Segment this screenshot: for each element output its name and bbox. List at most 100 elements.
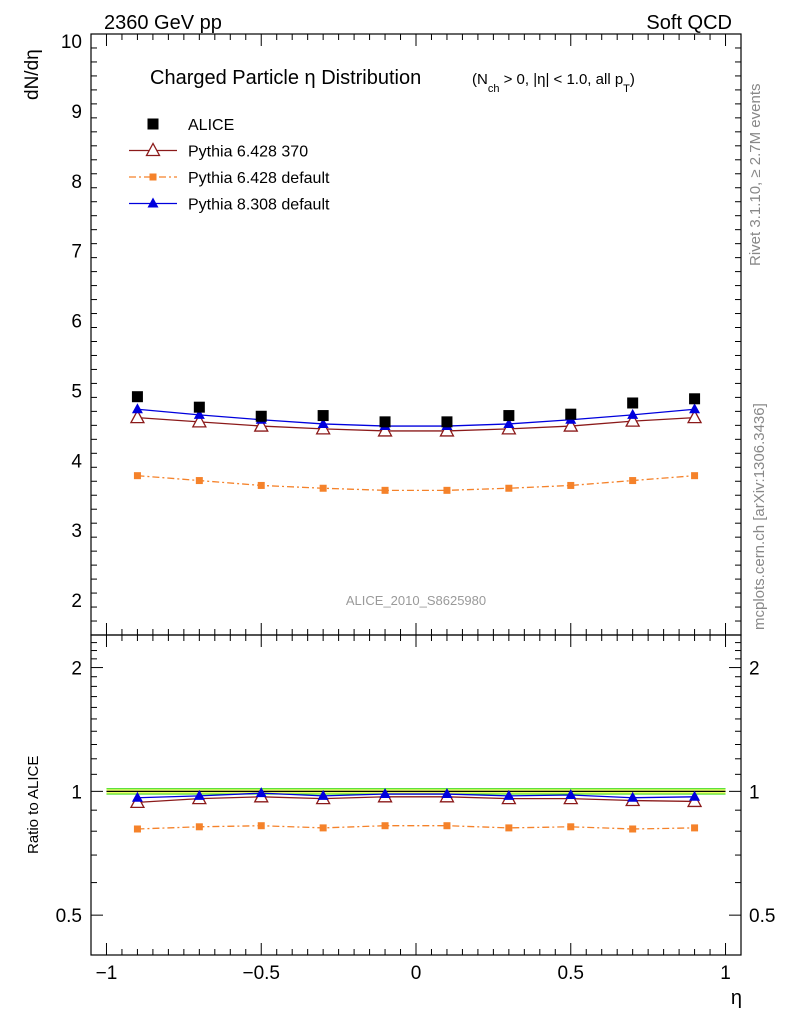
data-point-pythia-6-428-370 bbox=[129, 409, 146, 424]
data-point-pythia-8-308-default bbox=[131, 403, 143, 414]
data-point-pythia-6-428-370 bbox=[563, 417, 579, 432]
ratio-point-pythia-8-308-default bbox=[131, 791, 143, 802]
chart-title-cuts: (Nch > 0, |η| < 1.0, all pT) bbox=[472, 71, 635, 95]
ratio-point-pythia-8-308-default bbox=[441, 788, 453, 799]
series-line-pythia-6-428-370 bbox=[137, 417, 695, 432]
ratio-y-tick-label-right: 2 bbox=[749, 659, 760, 680]
data-point-alice bbox=[317, 410, 329, 422]
x-axis-title: η bbox=[731, 987, 742, 1009]
rivet-version-label: Rivet 3.1.10, ≥ 2.7M events bbox=[747, 84, 764, 267]
ratio-y-tick-label: 2 bbox=[71, 659, 82, 680]
series-line-pythia-8-308-default bbox=[137, 408, 695, 427]
y-tick-label: 4 bbox=[71, 451, 82, 472]
ratio-y-axis-title: Ratio to ALICE bbox=[25, 756, 42, 854]
ratio-point-pythia-8-308-default bbox=[193, 789, 205, 800]
data-point-alice bbox=[689, 393, 701, 405]
data-point-pythia-6-428-default bbox=[443, 486, 451, 494]
y-tick-label: 6 bbox=[71, 312, 82, 333]
y-tick-label: 10 bbox=[61, 32, 82, 53]
ratio-point-pythia-8-308-default bbox=[689, 790, 701, 801]
data-point-alice bbox=[255, 410, 267, 422]
data-point-pythia-8-308-default bbox=[627, 408, 639, 419]
legend-marker-alice bbox=[147, 118, 159, 130]
chart-title: Charged Particle η Distribution bbox=[150, 67, 421, 89]
ratio-point-pythia-6-428-default bbox=[443, 822, 451, 830]
ratio-point-pythia-6-428-default bbox=[133, 825, 141, 833]
title-cut-prefix: (N bbox=[472, 71, 488, 88]
ratio-point-pythia-6-428-default bbox=[505, 824, 513, 832]
data-point-alice bbox=[193, 401, 205, 413]
legend-label-pythia-8-308-default: Pythia 8.308 default bbox=[188, 197, 330, 214]
data-point-alice bbox=[379, 416, 391, 428]
data-point-pythia-8-308-default bbox=[689, 403, 701, 414]
data-point-pythia-6-428-default bbox=[505, 484, 513, 492]
legend-label-alice: ALICE bbox=[188, 117, 234, 134]
title-cut-sub2: T bbox=[623, 83, 630, 95]
ratio-panel: −1 −0.5 0 0.5 1 0.5 0.5 1 1 2 2 bbox=[56, 634, 775, 984]
ratio-point-pythia-6-428-default bbox=[195, 823, 203, 831]
data-point-pythia-6-428-default bbox=[133, 472, 141, 480]
data-point-pythia-6-428-default bbox=[629, 477, 637, 485]
x-tick-label: −1 bbox=[96, 963, 118, 984]
data-point-pythia-6-428-default bbox=[257, 481, 265, 489]
data-point-alice bbox=[627, 397, 639, 409]
ratio-point-pythia-8-308-default bbox=[255, 787, 267, 798]
data-point-pythia-6-428-default bbox=[381, 486, 389, 494]
y-tick-label: 2 bbox=[71, 591, 82, 612]
ratio-point-pythia-6-428-default bbox=[629, 825, 637, 833]
data-point-pythia-8-308-default bbox=[317, 417, 329, 428]
data-point-pythia-6-428-default bbox=[195, 477, 203, 485]
data-point-pythia-6-428-370 bbox=[191, 413, 207, 428]
ratio-y-tick-label: 1 bbox=[71, 782, 82, 803]
x-tick-label: −0.5 bbox=[242, 963, 280, 984]
main-panel: 2 3 4 5 6 7 8 9 10 bbox=[61, 32, 742, 636]
series-line-pythia-6-428-default bbox=[137, 475, 695, 491]
ratio-point-pythia-8-308-default bbox=[627, 791, 639, 802]
y-tick-label: 3 bbox=[71, 521, 82, 542]
data-point-pythia-6-428-default bbox=[567, 481, 575, 489]
data-point-alice bbox=[503, 410, 515, 422]
header-energy-label: 2360 GeV pp bbox=[104, 12, 222, 34]
legend-label-pythia-6-428-default: Pythia 6.428 default bbox=[188, 170, 330, 187]
y-axis-title: dN/dη bbox=[22, 49, 43, 100]
ratio-point-pythia-6-428-default bbox=[257, 822, 265, 830]
data-point-alice bbox=[131, 391, 143, 403]
data-point-pythia-8-308-default bbox=[503, 417, 515, 428]
data-point-pythia-6-428-370 bbox=[253, 417, 269, 432]
ratio-y-tick-label-right: 0.5 bbox=[749, 906, 775, 927]
title-cut-suffix: ) bbox=[630, 71, 635, 88]
x-tick-label: 0.5 bbox=[558, 963, 584, 984]
y-tick-label: 7 bbox=[71, 242, 82, 263]
ratio-point-pythia-6-428-default bbox=[691, 824, 699, 832]
data-point-pythia-6-428-370 bbox=[625, 412, 641, 427]
data-point-pythia-6-428-default bbox=[691, 472, 699, 480]
ratio-line-pythia-8-308-default bbox=[137, 792, 695, 799]
ratio-point-pythia-8-308-default bbox=[565, 788, 577, 799]
ratio-point-pythia-6-428-default bbox=[381, 822, 389, 830]
ratio-plot-frame bbox=[90, 634, 742, 956]
header-category-label: Soft QCD bbox=[646, 12, 732, 34]
data-point-alice bbox=[565, 408, 577, 420]
data-point-alice bbox=[441, 416, 453, 428]
y-tick-label: 8 bbox=[71, 172, 82, 193]
data-point-pythia-6-428-370 bbox=[686, 409, 703, 424]
legend: ALICE Pythia 6.428 370 Pythia 6.428 defaul… bbox=[129, 117, 330, 214]
ratio-point-pythia-6-428-default bbox=[319, 824, 327, 832]
ratio-point-pythia-6-428-default bbox=[567, 823, 575, 831]
mcplots-label: mcplots.cern.ch [arXiv:1306.3436] bbox=[751, 403, 768, 630]
title-cut-sub: ch bbox=[488, 83, 500, 95]
ratio-point-pythia-8-308-default bbox=[317, 789, 329, 800]
ratio-line-pythia-6-428-370 bbox=[137, 796, 695, 804]
legend-label-pythia-6-428-370: Pythia 6.428 370 bbox=[188, 144, 308, 161]
title-cut-middle: > 0, |η| < 1.0, all p bbox=[499, 71, 623, 88]
x-tick-label: 0 bbox=[411, 963, 422, 984]
ratio-line-pythia-6-428-default bbox=[137, 825, 695, 830]
ratio-point-pythia-8-308-default bbox=[379, 788, 391, 799]
data-point-pythia-6-428-default bbox=[319, 484, 327, 492]
x-tick-label: 1 bbox=[720, 963, 731, 984]
legend-marker-pythia-8-308-default bbox=[147, 197, 159, 208]
ratio-y-tick-label: 0.5 bbox=[56, 906, 82, 927]
legend-marker-pythia-6-428-default bbox=[149, 173, 157, 181]
ratio-point-pythia-8-308-default bbox=[503, 789, 515, 800]
